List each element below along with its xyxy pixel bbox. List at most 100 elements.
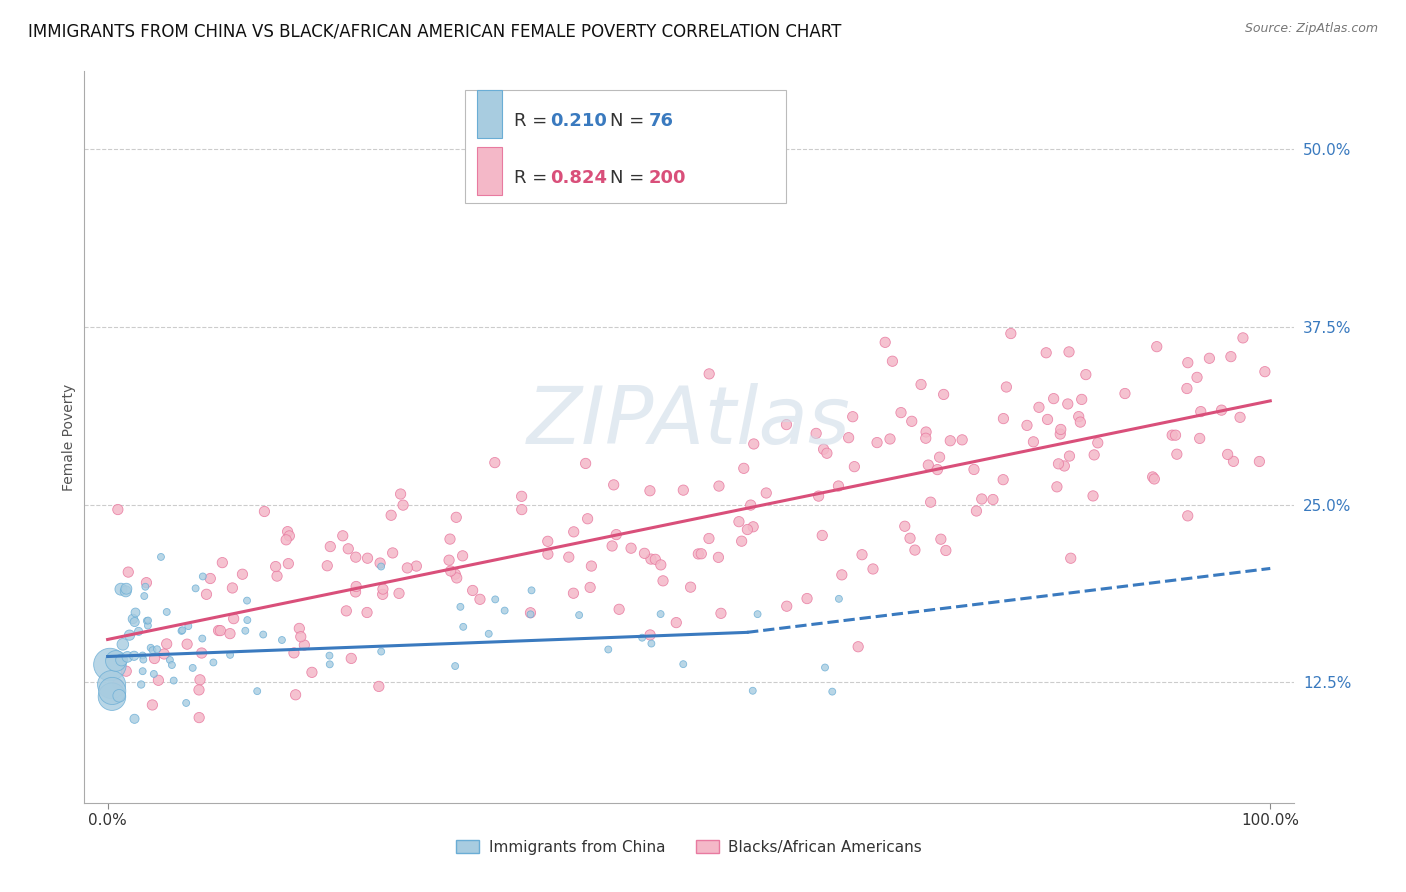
Point [135,575,157,590]
Point [991,473,1014,487]
Point [370,644,392,658]
Point [1198,351,1220,366]
Point [191,569,214,583]
Point [1166,447,1188,461]
Point [1049,427,1071,442]
Point [575,457,598,471]
Point [1232,331,1254,345]
Point [935,543,957,558]
Point [697,367,720,381]
Point [172,623,194,637]
Point [124,615,146,629]
Text: R =: R = [513,169,553,187]
Point [1219,350,1241,364]
Point [100,677,122,691]
Point [741,683,763,698]
Point [882,354,904,368]
Point [136,614,159,628]
Point [264,559,287,574]
Point [1000,326,1022,341]
Point [690,547,713,561]
Point [370,559,392,574]
Point [367,680,389,694]
Point [371,582,394,596]
Point [1042,392,1064,406]
Point [707,479,730,493]
Point [148,673,170,688]
Point [838,431,860,445]
Point [831,567,853,582]
Point [879,432,901,446]
Point [437,553,460,567]
Point [644,552,666,566]
Bar [478,147,502,194]
Point [128,624,150,639]
Point [174,696,197,710]
Text: 0.210: 0.210 [550,112,607,130]
Point [1177,508,1199,523]
Point [932,387,955,401]
Point [340,651,363,665]
Text: ZIPAtlas: ZIPAtlas [527,384,851,461]
Point [733,461,755,475]
Point [301,665,323,680]
Text: 200: 200 [650,169,686,187]
Point [104,654,127,668]
Point [142,667,165,681]
Point [697,532,720,546]
Text: N =: N = [610,112,651,130]
Point [1015,418,1038,433]
Point [439,532,461,546]
Point [981,492,1004,507]
Point [742,520,765,534]
Point [828,591,851,606]
Point [1053,458,1076,473]
Point [1067,409,1090,424]
Point [672,657,695,672]
Point [1057,345,1080,359]
Point [1229,410,1251,425]
Point [202,656,225,670]
Point [1189,404,1212,418]
Point [253,504,276,518]
Point [184,582,207,596]
Point [142,643,165,657]
Point [344,585,367,599]
Point [562,524,585,539]
Point [672,483,695,497]
Point [98,657,121,672]
Point [337,541,360,556]
Point [796,591,818,606]
Point [252,627,274,641]
Point [131,664,153,678]
Point [211,556,233,570]
Point [129,677,152,691]
Point [841,409,863,424]
Point [451,620,474,634]
Point [131,648,153,663]
Point [900,414,922,428]
Point [650,558,672,572]
Point [381,546,404,560]
Point [811,528,834,542]
Point [755,486,778,500]
Point [920,495,942,509]
Point [236,613,259,627]
Point [266,569,288,583]
Point [807,489,830,503]
Point [444,510,467,524]
Point [356,606,378,620]
Point [188,710,211,724]
Point [143,651,166,665]
Point [862,562,884,576]
Point [101,684,124,698]
FancyBboxPatch shape [465,90,786,203]
Point [707,550,730,565]
Point [344,580,367,594]
Point [510,489,533,503]
Point [620,541,643,556]
Point [181,661,204,675]
Point [1035,345,1057,359]
Point [1087,435,1109,450]
Point [1069,415,1091,429]
